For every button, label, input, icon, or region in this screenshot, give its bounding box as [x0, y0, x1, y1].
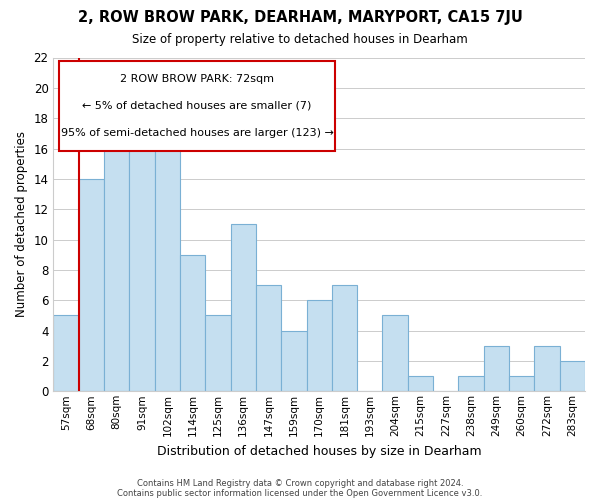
Bar — [307, 300, 332, 392]
X-axis label: Distribution of detached houses by size in Dearham: Distribution of detached houses by size … — [157, 444, 482, 458]
Bar — [281, 330, 307, 392]
Text: Contains public sector information licensed under the Open Government Licence v3: Contains public sector information licen… — [118, 488, 482, 498]
Bar — [509, 376, 535, 392]
Text: 2 ROW BROW PARK: 72sqm: 2 ROW BROW PARK: 72sqm — [120, 74, 274, 84]
Text: ← 5% of detached houses are smaller (7): ← 5% of detached houses are smaller (7) — [82, 101, 311, 111]
Bar — [180, 254, 205, 392]
Bar — [256, 285, 281, 392]
Bar — [155, 148, 180, 392]
Bar — [535, 346, 560, 392]
Bar — [484, 346, 509, 392]
Bar — [104, 134, 130, 392]
FancyBboxPatch shape — [59, 61, 335, 151]
Bar — [230, 224, 256, 392]
Y-axis label: Number of detached properties: Number of detached properties — [15, 132, 28, 318]
Text: Size of property relative to detached houses in Dearham: Size of property relative to detached ho… — [132, 32, 468, 46]
Bar — [79, 179, 104, 392]
Bar — [130, 118, 155, 392]
Text: 95% of semi-detached houses are larger (123) →: 95% of semi-detached houses are larger (… — [61, 128, 334, 138]
Bar — [458, 376, 484, 392]
Bar — [205, 316, 230, 392]
Bar — [408, 376, 433, 392]
Bar — [560, 361, 585, 392]
Bar — [332, 285, 357, 392]
Text: 2, ROW BROW PARK, DEARHAM, MARYPORT, CA15 7JU: 2, ROW BROW PARK, DEARHAM, MARYPORT, CA1… — [77, 10, 523, 25]
Bar — [382, 316, 408, 392]
Bar — [53, 316, 79, 392]
Text: Contains HM Land Registry data © Crown copyright and database right 2024.: Contains HM Land Registry data © Crown c… — [137, 478, 463, 488]
